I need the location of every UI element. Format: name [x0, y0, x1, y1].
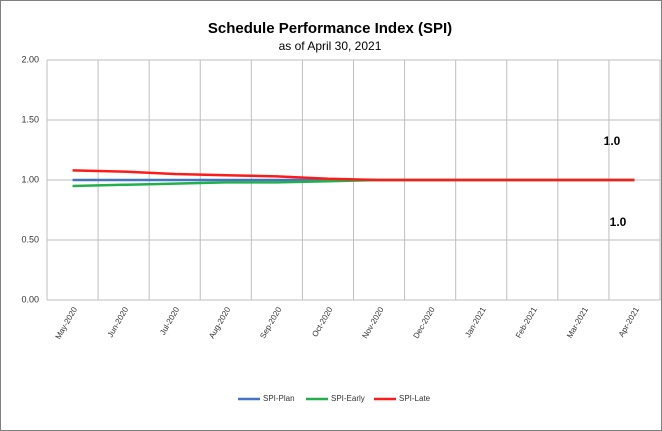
chart-title: Schedule Performance Index (SPI): [208, 20, 452, 37]
annotation: 1.0: [610, 215, 627, 229]
chart-subtitle: as of April 30, 2021: [279, 39, 382, 53]
legend-label: SPI-Early: [331, 394, 365, 403]
legend-label: SPI-Plan: [263, 394, 295, 403]
y-tick-label: 0.00: [21, 294, 39, 304]
y-tick-label: 1.00: [21, 174, 39, 184]
series-line: [72, 169, 635, 182]
legend-label: SPI-Late: [399, 394, 431, 403]
annotation: 1.0: [604, 134, 621, 148]
y-tick-label: 0.50: [21, 234, 39, 244]
y-tick-label: 2.00: [21, 54, 39, 64]
y-tick-label: 1.50: [21, 114, 39, 124]
